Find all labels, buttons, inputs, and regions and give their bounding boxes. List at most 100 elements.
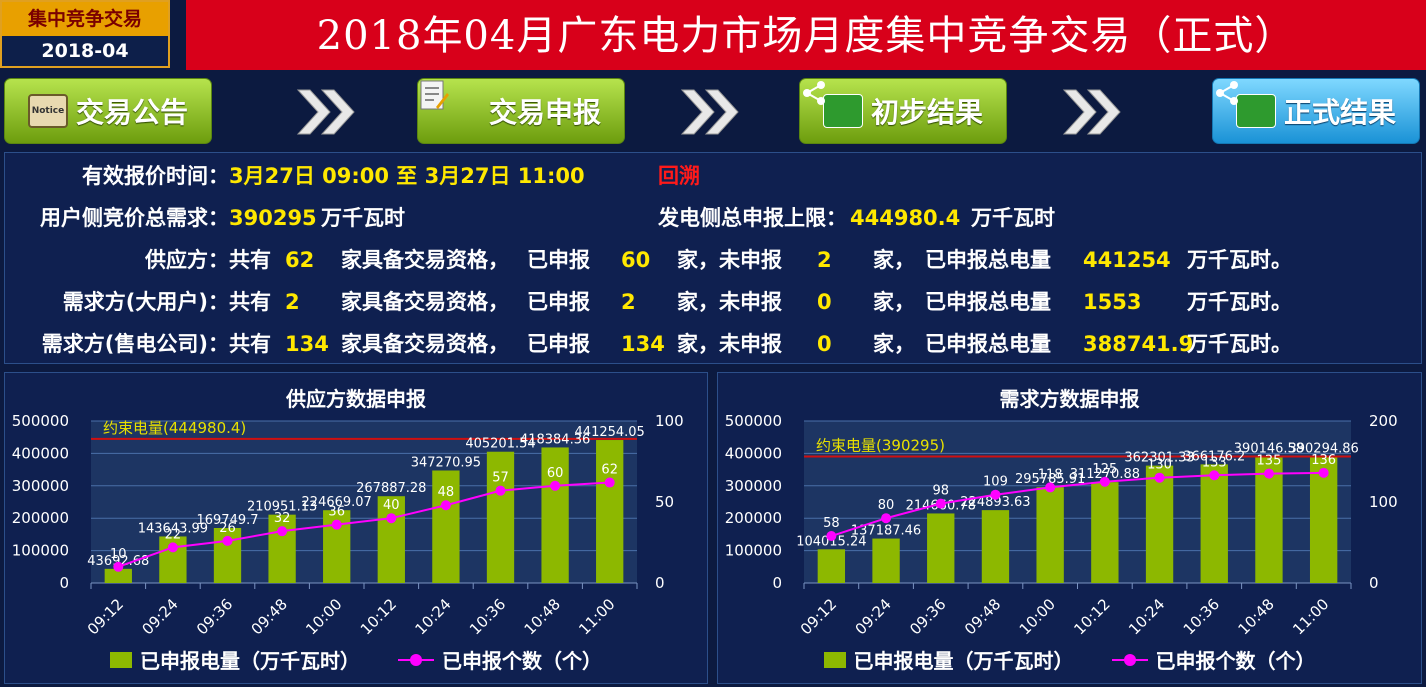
bar-value-label: 169749.7	[196, 513, 258, 528]
count-point	[167, 542, 178, 553]
legend-bar-label: 已申报电量（万千瓦时）	[853, 649, 1074, 673]
count-point	[386, 513, 397, 524]
step-announcement-button[interactable]: Notice 交易公告	[4, 78, 212, 144]
legend-line-label: 已申报个数（个）	[442, 649, 602, 673]
count-value-label: 62	[601, 463, 618, 478]
bar-value-label: 441254.05	[575, 425, 645, 440]
legend-bar-swatch	[823, 651, 846, 668]
x-tick-label: 10:12	[1070, 595, 1113, 638]
chevron-right-icon	[676, 84, 746, 140]
user-demand-value: 390295	[229, 206, 317, 230]
declared-count: 60	[621, 248, 651, 272]
unit-label: 万千瓦时	[971, 206, 1055, 230]
count-value-label: 118	[1038, 467, 1063, 482]
total-energy-value: 388741.9	[1083, 332, 1194, 356]
step-preliminary-button[interactable]: 初步结果	[799, 78, 1007, 144]
count-point	[826, 531, 837, 542]
text-not-declared: 家，未申报	[677, 248, 782, 272]
bar-value-label: 295785.91	[1015, 472, 1085, 487]
unit-label: 万千瓦时。	[1187, 332, 1292, 356]
text-total: 共有	[229, 290, 271, 314]
page-title: 2018年04月广东电力市场月度集中竞争交易（正式）	[186, 0, 1426, 70]
y-left-tick-label: 200000	[725, 509, 782, 527]
share-icon	[803, 81, 863, 128]
bar-value-label: 137187.46	[851, 524, 921, 539]
chart-title: 需求方数据申报	[999, 387, 1140, 411]
count-value-label: 58	[823, 516, 840, 531]
count-value-label: 80	[878, 498, 895, 513]
x-tick-label: 09:12	[797, 595, 840, 638]
bar	[817, 549, 846, 583]
legend-bar: 已申报电量（万千瓦时）	[823, 645, 1074, 674]
bar	[872, 538, 900, 583]
text-total-energy: 已申报总电量	[925, 332, 1051, 356]
not-declared-count: 0	[817, 290, 832, 314]
summary-panel: 有效报价时间： 3月27日 09:00 至 3月27日 11:00 回溯 用户侧…	[4, 152, 1422, 364]
step-final-button[interactable]: 正式结果	[1212, 78, 1420, 144]
bar-value-label: 143643.99	[138, 521, 208, 536]
user-demand-label: 用户侧竞价总需求：	[40, 206, 229, 230]
bar-value-label: 390294.86	[1288, 442, 1358, 457]
bar	[104, 568, 132, 583]
x-tick-label: 10:12	[357, 595, 400, 638]
replay-link[interactable]: 回溯	[658, 164, 700, 188]
bar	[486, 451, 515, 583]
count-value-label: 136	[1311, 453, 1336, 468]
constraint-label: 约束电量(390295)	[816, 437, 945, 455]
x-tick-label: 10:36	[1180, 595, 1223, 638]
count-point	[1263, 468, 1274, 479]
count-value-label: 26	[219, 521, 236, 536]
x-tick-label: 10:24	[1125, 595, 1168, 638]
bar	[981, 510, 1010, 583]
count-line	[117, 481, 610, 568]
count-point	[1099, 476, 1110, 487]
step-label: 交易申报	[488, 96, 601, 129]
legend-line: 已申报个数（个）	[398, 645, 602, 674]
x-tick-label: 09:36	[193, 595, 236, 638]
count-value-label: 22	[165, 527, 182, 542]
not-declared-count: 2	[817, 248, 832, 272]
y-left-tick-label: 100000	[725, 542, 782, 560]
count-point	[604, 477, 615, 488]
row-label: 需求方(售电公司)：	[41, 332, 229, 356]
text-declared: 已申报	[527, 290, 590, 314]
y-left-tick-label: 0	[772, 574, 782, 592]
total-count: 134	[285, 332, 329, 356]
count-value-label: 109	[983, 475, 1008, 490]
x-tick-label: 09:12	[84, 595, 127, 638]
x-tick-label: 10:24	[411, 595, 454, 638]
bar-value-label: 210951.13	[247, 500, 317, 515]
count-point	[1318, 467, 1329, 478]
badge-title: 集中竞争交易	[2, 2, 168, 36]
text-qualified: 家具备交易资格，	[341, 248, 509, 272]
y-left-tick-label: 500000	[12, 412, 69, 430]
y-left-tick-label: 500000	[725, 412, 782, 430]
bar	[1036, 487, 1064, 583]
text-declared: 已申报	[527, 332, 590, 356]
bar	[1145, 465, 1174, 583]
total-energy-value: 1553	[1083, 290, 1142, 314]
notice-icon: Notice	[27, 94, 68, 128]
count-value-label: 32	[274, 511, 291, 526]
text-unit: 家，	[873, 248, 915, 272]
step-declaration-button[interactable]: 交易申报	[417, 78, 625, 144]
legend-line-swatch	[1111, 652, 1148, 668]
total-count: 2	[285, 290, 300, 314]
chart-title: 供应方数据申报	[286, 387, 426, 411]
count-value-label: 98	[932, 484, 949, 499]
bar-value-label: 347270.95	[411, 455, 481, 470]
declared-count: 134	[621, 332, 665, 356]
text-declared: 已申报	[527, 248, 590, 272]
y-left-tick-label: 0	[59, 574, 69, 592]
bar	[927, 513, 955, 583]
bar	[1091, 482, 1119, 583]
gen-limit-value: 444980.4	[850, 206, 961, 230]
x-tick-label: 11:00	[1289, 595, 1332, 638]
x-tick-label: 10:00	[1016, 595, 1059, 638]
bar	[596, 440, 624, 583]
count-point	[331, 519, 342, 530]
demand-chart: 0 100000 200000 300000 400000 500000 0 100 200 约束…	[725, 412, 1398, 638]
legend-bar-label: 已申报电量（万千瓦时）	[140, 649, 360, 673]
total-energy-value: 441254	[1083, 248, 1171, 272]
bar-value-label: 224669.07	[302, 495, 372, 510]
